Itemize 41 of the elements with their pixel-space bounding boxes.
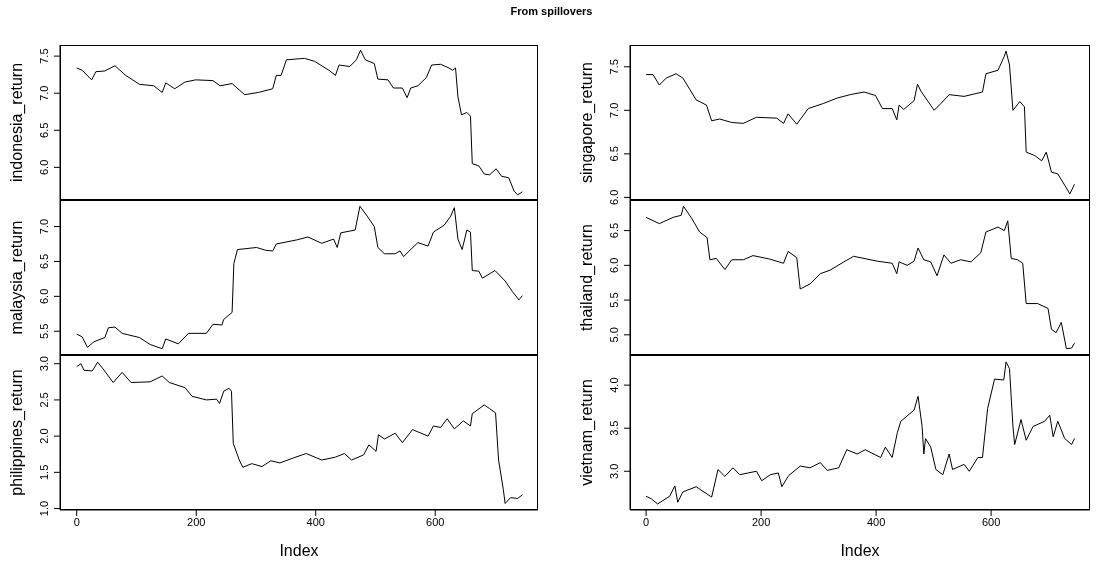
- x-tick-label: 600: [981, 515, 1001, 528]
- y-tick-label: 5.5: [608, 292, 620, 308]
- y-tick-label: 4.0: [608, 377, 620, 393]
- y-axis-title: philippines_return: [8, 369, 26, 496]
- chart-title: From spillovers: [509, 5, 594, 17]
- y-axis-title: indonesia_return: [8, 62, 26, 183]
- x-axis-title: Index: [840, 542, 880, 559]
- y-tick-label: 6.0: [38, 288, 50, 304]
- y-tick-label: 7.5: [608, 59, 620, 75]
- y-tick-label: 7.0: [608, 102, 620, 118]
- x-tick-label: 200: [187, 515, 206, 528]
- y-tick-label: 2.0: [38, 428, 50, 444]
- y-tick-label: 6.0: [608, 189, 620, 206]
- y-tick-label: 6.0: [608, 257, 620, 273]
- x-tick-label: 400: [866, 515, 886, 528]
- y-tick-label: 2.5: [38, 392, 50, 408]
- y-tick-label: 6.5: [38, 253, 50, 270]
- y-tick-label: 7.0: [38, 85, 50, 101]
- y-axis-title: malaysia_return: [8, 220, 26, 335]
- y-tick-label: 3.0: [38, 356, 50, 372]
- y-axis-title: thailand_return: [578, 224, 596, 331]
- x-tick-label: 600: [426, 515, 445, 528]
- y-tick-label: 7.0: [38, 218, 50, 235]
- y-tick-label: 6.5: [608, 222, 620, 239]
- x-axis-title: Index: [279, 542, 319, 559]
- y-tick-label: 6.0: [38, 159, 50, 176]
- y-tick-label: 6.5: [608, 146, 620, 162]
- y-tick-label: 5.0: [608, 327, 620, 343]
- y-tick-label: 7.5: [38, 48, 50, 64]
- y-axis-title: vietnam_return: [578, 379, 596, 486]
- y-tick-label: 3.0: [608, 463, 620, 479]
- y-tick-label: 6.5: [38, 122, 50, 138]
- y-axis-title: singapore_return: [578, 62, 596, 183]
- y-tick-label: 1.5: [38, 464, 50, 480]
- x-tick-label: 200: [751, 515, 771, 528]
- y-tick-label: 5.5: [38, 323, 50, 339]
- y-tick-label: 3.5: [608, 420, 620, 436]
- y-tick-label: 1.0: [38, 500, 50, 517]
- x-tick-label: 0: [643, 515, 650, 528]
- x-tick-label: 400: [306, 515, 325, 528]
- x-tick-label: 0: [73, 515, 80, 528]
